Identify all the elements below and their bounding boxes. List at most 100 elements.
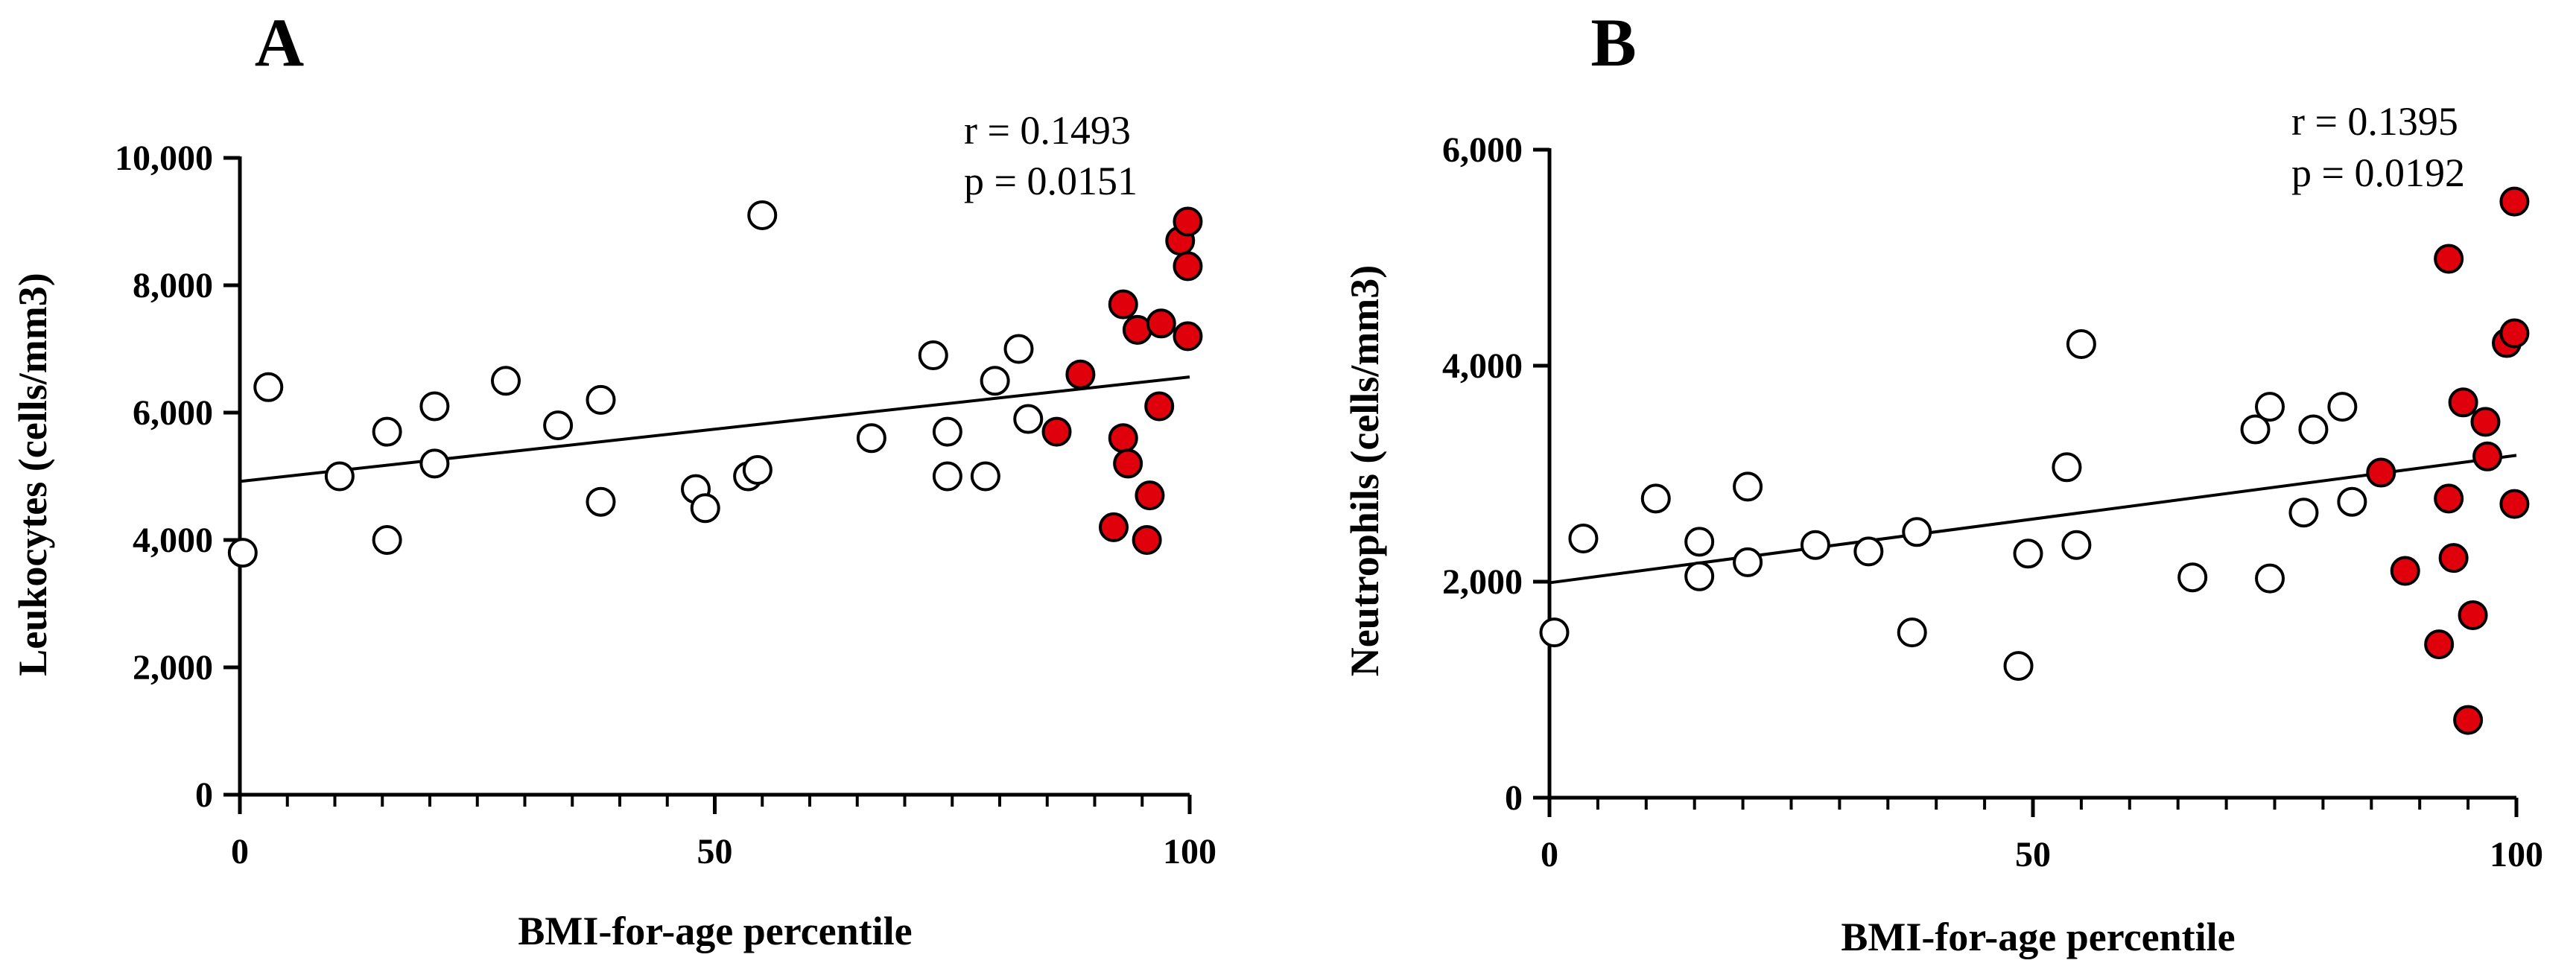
panel-b-point-filled [2438,543,2469,574]
panel-b-point-open [1568,524,1599,553]
panel-b-point-filled [2434,244,2464,274]
panel-b-point-filled [2499,489,2530,519]
panel-a-point-open [1013,404,1044,434]
panel-b-point-open [2013,538,2043,569]
panel-b-point-open [2240,414,2271,445]
panel-a-point-open [747,200,778,230]
panel-a-point-open [543,410,574,441]
panel-b-x-tick-label: 0 [1541,835,1558,874]
panel-b-point-open [2337,486,2367,517]
panel-b-point-open [2052,452,2082,483]
panel-b-y-tick-label: 0 [1505,778,1523,818]
panel-a-x-tick-label: 0 [231,832,249,871]
panel-a-r-value: r = 0.1493 [964,108,1131,153]
panel-a-point-filled [1132,525,1162,555]
panel-b-y-tick-label: 6,000 [1442,130,1523,170]
panel-a-point-open [918,340,948,371]
panel-b-point-open [1853,536,1884,567]
panel-b-x-tick-label: 100 [2490,835,2543,874]
panel-a-point-open [253,372,284,402]
panel-a-label: A [255,4,304,80]
panel-a-point-open [372,416,402,447]
panel-b-point-filled [2499,186,2530,217]
panel-b-regression-line [1549,454,2517,585]
panel-b-point-open [1684,561,1715,591]
panel-a-point-open [742,454,773,485]
panel-a-point-open [932,416,962,447]
panel-a-point-filled [1099,512,1129,542]
panel-a-point-filled [1108,289,1138,320]
panel-a-y-tick-label: 4,000 [133,521,213,560]
panel-a-point-filled [1113,448,1143,479]
panel-a-x-tick-label: 100 [1163,832,1216,871]
panel-a-y-tick-label: 0 [195,775,213,815]
panel-b-y-tick-label: 2,000 [1442,562,1523,602]
panel-a-point-filled [1041,416,1072,447]
panel-b-point-open [2255,392,2285,422]
panel-a-point-open [970,461,1000,492]
panel-b-point-open [1902,517,1932,547]
panel-b-point-open [2061,530,2092,560]
panel-b-plot: 0 2,000 4,000 6,000 0 50 100 [1442,130,2543,874]
panel-b-point-open [2066,329,2096,359]
panel-a-point-open [1003,334,1034,364]
panel-b-point-open [2003,651,2034,682]
panel-b-y-axis-title: Neutrophils (cells/mm3) [1342,265,1387,676]
panel-a-point-filled [1135,480,1165,511]
panel-b-point-filled [2470,407,2501,437]
panel-a-x-axis-title: BMI-for-age percentile [518,909,912,953]
panel-a-point-filled [1146,308,1176,339]
panel-a-point-open [372,525,402,555]
panel-b-point-open [1684,527,1715,557]
panel-a-y-tick-label: 6,000 [133,393,213,433]
panel-a-point-filled [1065,359,1096,390]
panel-b-point-filled [2390,556,2420,586]
panel-a-y-tick-label: 8,000 [133,266,213,305]
panel-b-point-open [1733,471,1763,502]
panel-a-point-open [932,461,962,492]
panel-b-x-axis-title: BMI-for-age percentile [1841,915,2235,959]
panel-a-point-filled [1173,206,1203,237]
panel-a-y-tick-label: 10,000 [115,139,213,178]
panel-b-point-open [2327,392,2358,422]
panel-a-point-filled [1173,321,1203,352]
panel-b-point-open [2288,498,2319,528]
panel-a-point-open [419,391,450,422]
panel-b-y-tick-label: 4,000 [1442,346,1523,386]
panel-a-point-open [227,538,258,568]
panel-a-y-axis-title: Leukocytes (cells/mm3) [10,273,55,676]
panel-a-point-filled [1173,251,1203,282]
panel-b-point-filled [2448,387,2478,418]
panel-b-point-open [1640,483,1671,514]
panel-a-point-open [419,448,450,479]
panel-b-point-filled [2458,600,2488,630]
panel-b-point-filled [2434,483,2464,514]
panel-a-regression-line [239,375,1190,483]
panel-b-point-open [2255,563,2285,594]
panel-a-point-open [586,384,616,415]
panel-a-point-filled [1108,423,1138,454]
panel-a-point-open [980,366,1010,396]
panel-b-r-value: r = 0.1395 [2291,99,2458,144]
panel-a-point-open [491,366,521,396]
panel-b-point-filled [2424,629,2455,660]
panel-b-point-filled [2499,318,2530,349]
panel-b-p-value: p = 0.0192 [2291,150,2465,195]
panel-b-point-filled [2366,457,2396,488]
panel-b-x-tick-label: 50 [2015,835,2051,874]
panel-b-point-open [1539,617,1570,648]
panel-b-point-filled [2453,705,2484,735]
panel-b-point-open [1733,547,1763,577]
panel-a-y-tick-label: 2,000 [133,648,213,687]
panel-b-point-open [1800,530,1830,560]
panel-a-point-open [690,493,720,524]
panel-b-point-open [2298,414,2329,445]
panel-a-point-filled [1144,391,1175,422]
panel-a-x-tick-label: 50 [697,832,733,871]
panel-b-label: B [1590,4,1636,80]
panel-b-point-filled [2472,441,2503,471]
panel-a-p-value: p = 0.0151 [964,159,1138,203]
panel-b-point-open [2177,562,2208,593]
panel-a-point-open [586,486,616,517]
